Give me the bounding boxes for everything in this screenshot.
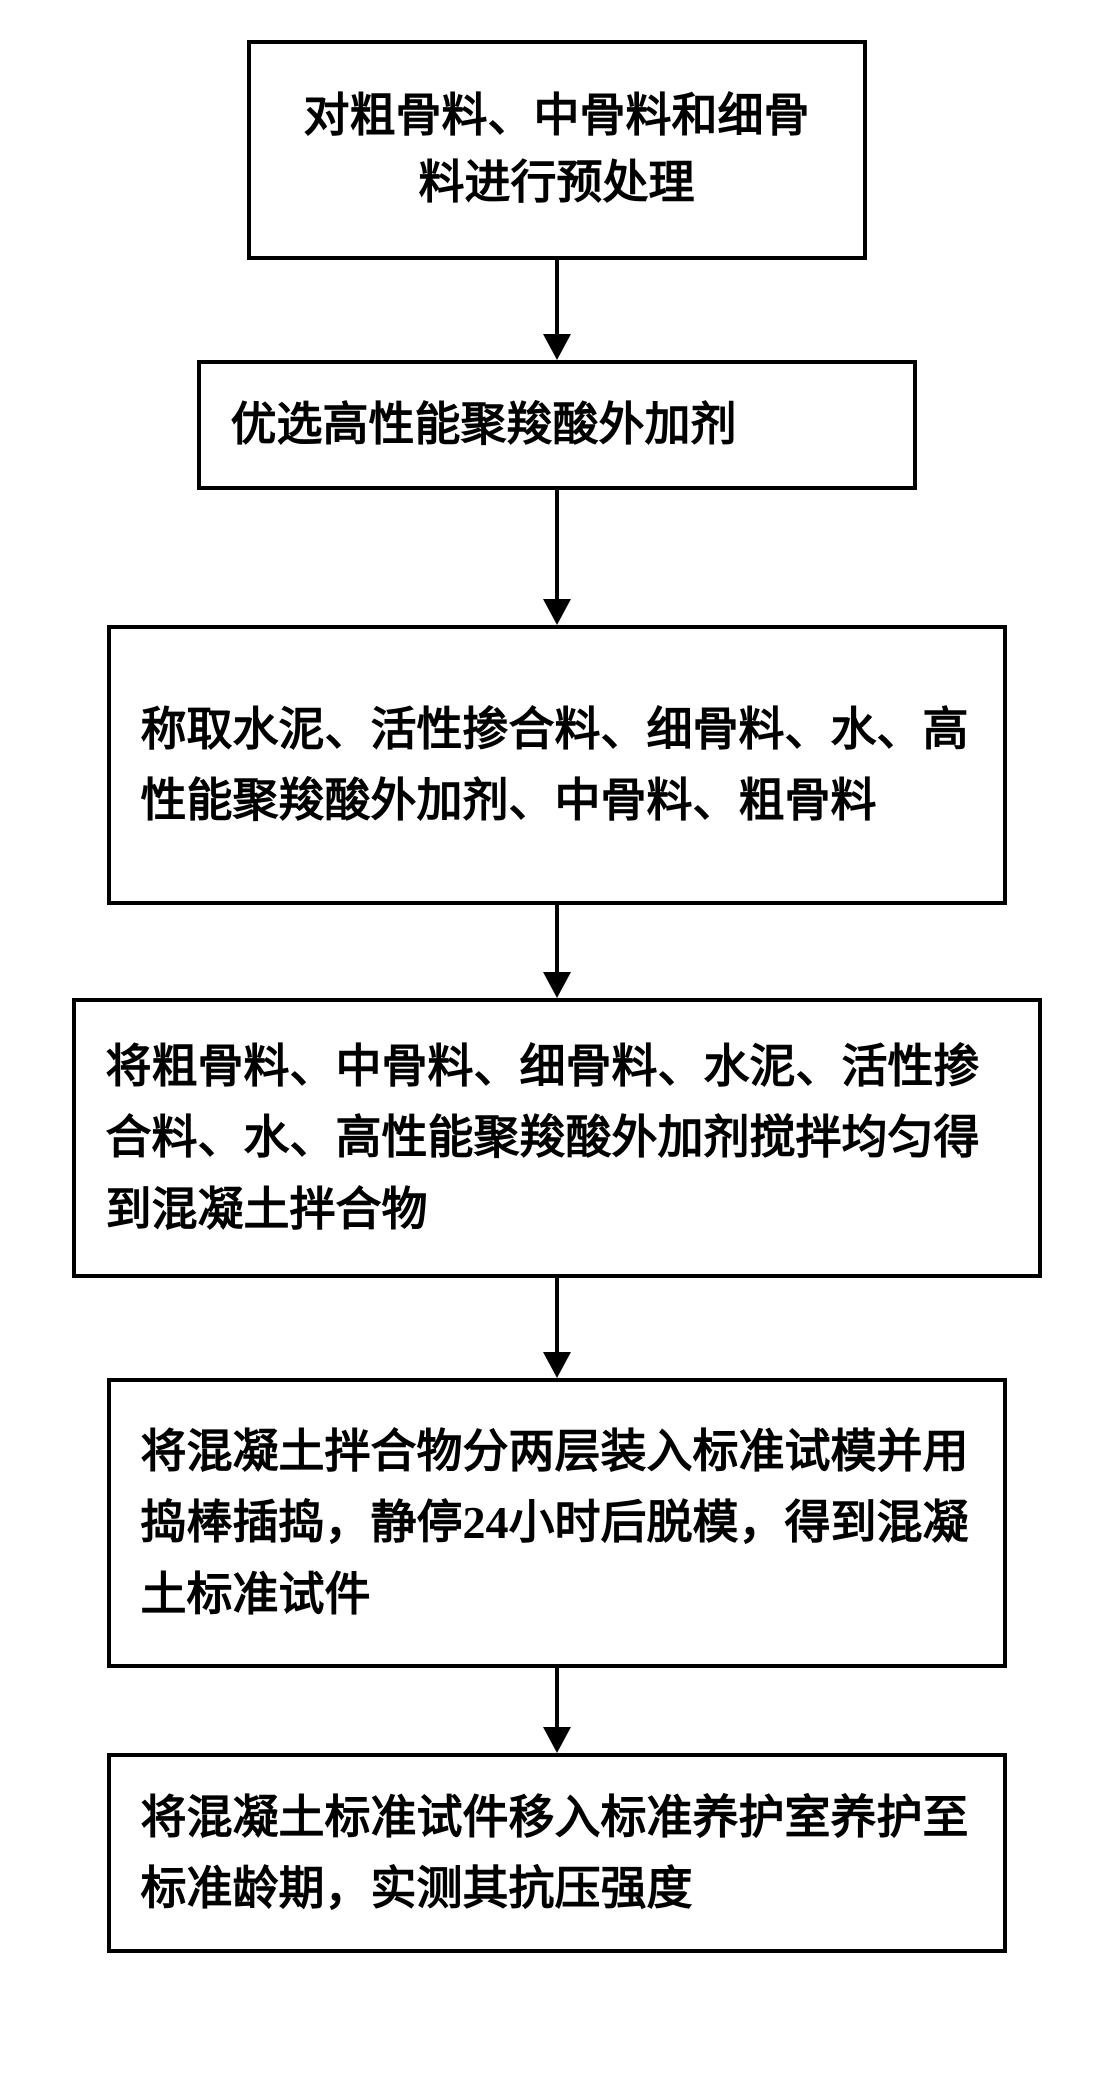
arrow-5: [543, 1668, 571, 1753]
flow-step-4: 将粗骨料、中骨料、细骨料、水泥、活性掺合料、水、高性能聚羧酸外加剂搅拌均匀得到混…: [72, 998, 1042, 1278]
arrow-line: [555, 490, 559, 600]
arrow-line: [555, 905, 559, 973]
flow-step-4-text: 将粗骨料、中骨料、细骨料、水泥、活性掺合料、水、高性能聚羧酸外加剂搅拌均匀得到混…: [106, 1031, 1008, 1245]
flowchart-container: 对粗骨料、中骨料和细骨料进行预处理 优选高性能聚羧酸外加剂 称取水泥、活性掺合料…: [0, 40, 1113, 1953]
flow-step-6: 将混凝土标准试件移入标准养护室养护至标准龄期，实测其抗压强度: [107, 1753, 1007, 1953]
arrow-head-icon: [543, 334, 571, 360]
arrow-3: [543, 905, 571, 998]
flow-step-5: 将混凝土拌合物分两层装入标准试模并用捣棒插捣，静停24小时后脱模，得到混凝土标准…: [107, 1378, 1007, 1668]
flow-step-6-text: 将混凝土标准试件移入标准养护室养护至标准龄期，实测其抗压强度: [141, 1782, 973, 1925]
arrow-line: [555, 1668, 559, 1728]
flow-step-2-text: 优选高性能聚羧酸外加剂: [231, 393, 883, 457]
arrow-head-icon: [543, 1727, 571, 1753]
flow-step-2: 优选高性能聚羧酸外加剂: [197, 360, 917, 490]
flow-step-3-text: 称取水泥、活性掺合料、细骨料、水、高性能聚羧酸外加剂、中骨料、粗骨料: [141, 694, 973, 837]
flow-step-1-text: 对粗骨料、中骨料和细骨料进行预处理: [291, 83, 823, 216]
flow-step-5-text: 将混凝土拌合物分两层装入标准试模并用捣棒插捣，静停24小时后脱模，得到混凝土标准…: [141, 1416, 973, 1630]
flow-step-1: 对粗骨料、中骨料和细骨料进行预处理: [247, 40, 867, 260]
arrow-head-icon: [543, 599, 571, 625]
arrow-4: [543, 1278, 571, 1378]
arrow-line: [555, 1278, 559, 1353]
arrow-line: [555, 260, 559, 335]
flow-step-3: 称取水泥、活性掺合料、细骨料、水、高性能聚羧酸外加剂、中骨料、粗骨料: [107, 625, 1007, 905]
arrow-2: [543, 490, 571, 625]
arrow-1: [543, 260, 571, 360]
arrow-head-icon: [543, 1352, 571, 1378]
arrow-head-icon: [543, 972, 571, 998]
